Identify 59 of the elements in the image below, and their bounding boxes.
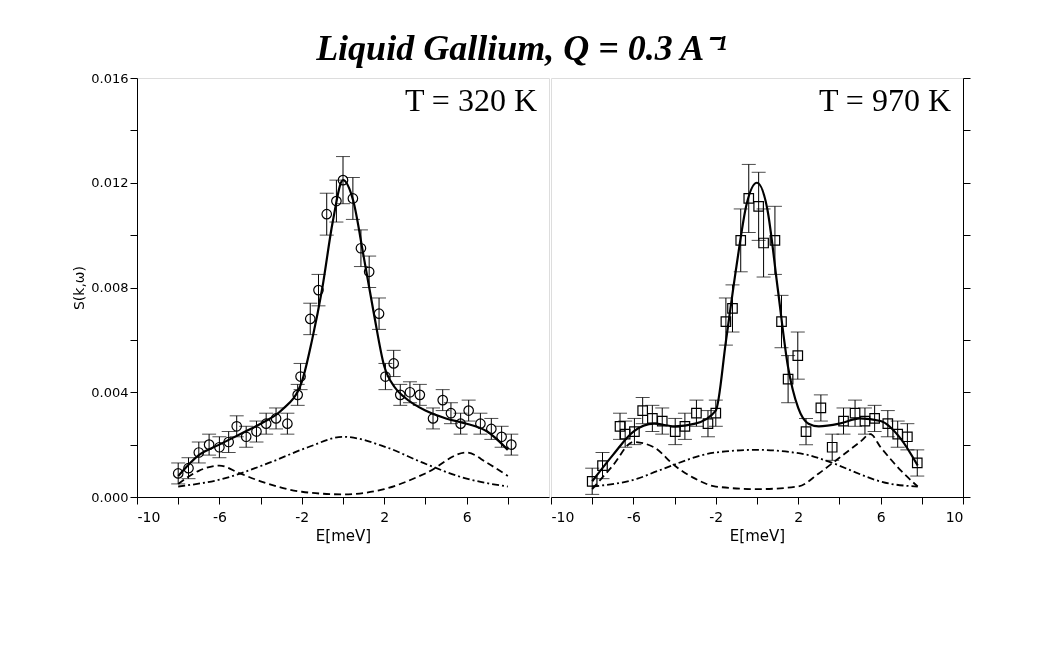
point [388, 358, 400, 369]
point [240, 431, 252, 443]
point [331, 195, 342, 207]
point [214, 441, 225, 453]
x-tick-label: 10 [945, 508, 964, 525]
point [172, 468, 184, 479]
point [347, 193, 359, 204]
point [295, 371, 306, 382]
point [394, 389, 406, 401]
point [313, 284, 324, 296]
x-tick-label: -6 [212, 508, 227, 525]
point [427, 413, 439, 424]
point [231, 420, 243, 432]
point [485, 423, 497, 435]
y-tick-label: 0.012 [91, 175, 129, 191]
point [337, 174, 349, 186]
point [380, 371, 391, 382]
x-tick-label: 2 [380, 508, 390, 525]
point [183, 462, 194, 474]
point [496, 431, 507, 443]
x-axis-title: E[meV] [729, 526, 786, 545]
chart-title: Liquid Gallium, Q = 0.3 A⁻¹ [315, 27, 728, 68]
point [270, 413, 282, 424]
x-tick-label: 6 [876, 508, 886, 525]
point [304, 313, 316, 325]
point [321, 208, 333, 220]
point [292, 389, 304, 401]
point [505, 439, 517, 450]
x-axis-title: E[meV] [315, 526, 372, 545]
x-tick-label: -2 [709, 508, 724, 525]
x-tick-label: -10 [551, 508, 575, 525]
x-tick-label: -6 [626, 508, 641, 525]
point [223, 436, 235, 448]
point [475, 418, 486, 430]
point [193, 447, 205, 458]
point [414, 389, 426, 401]
x-tick-label: 6 [462, 508, 472, 525]
point [260, 418, 272, 430]
y-tick-label: 0.004 [91, 384, 129, 400]
point [437, 394, 449, 406]
point [363, 266, 375, 278]
annotation: T = 970 K [818, 82, 951, 118]
x-tick-label: -2 [295, 508, 310, 525]
point [373, 308, 385, 320]
point [251, 426, 262, 437]
x-tick-label: 2 [794, 508, 804, 525]
point [463, 405, 474, 416]
point [404, 386, 416, 398]
y-tick-label: 0.016 [91, 70, 129, 86]
y-tick-label: 0.000 [91, 489, 129, 505]
point [203, 439, 215, 450]
y-axis-title: S(k,ω) [71, 265, 88, 311]
x-tick-label: -10 [137, 508, 161, 525]
point [455, 418, 466, 430]
point [355, 242, 367, 254]
point [445, 407, 457, 419]
point [282, 418, 293, 430]
annotation: T = 320 K [404, 82, 537, 118]
y-tick-label: 0.008 [91, 280, 129, 295]
